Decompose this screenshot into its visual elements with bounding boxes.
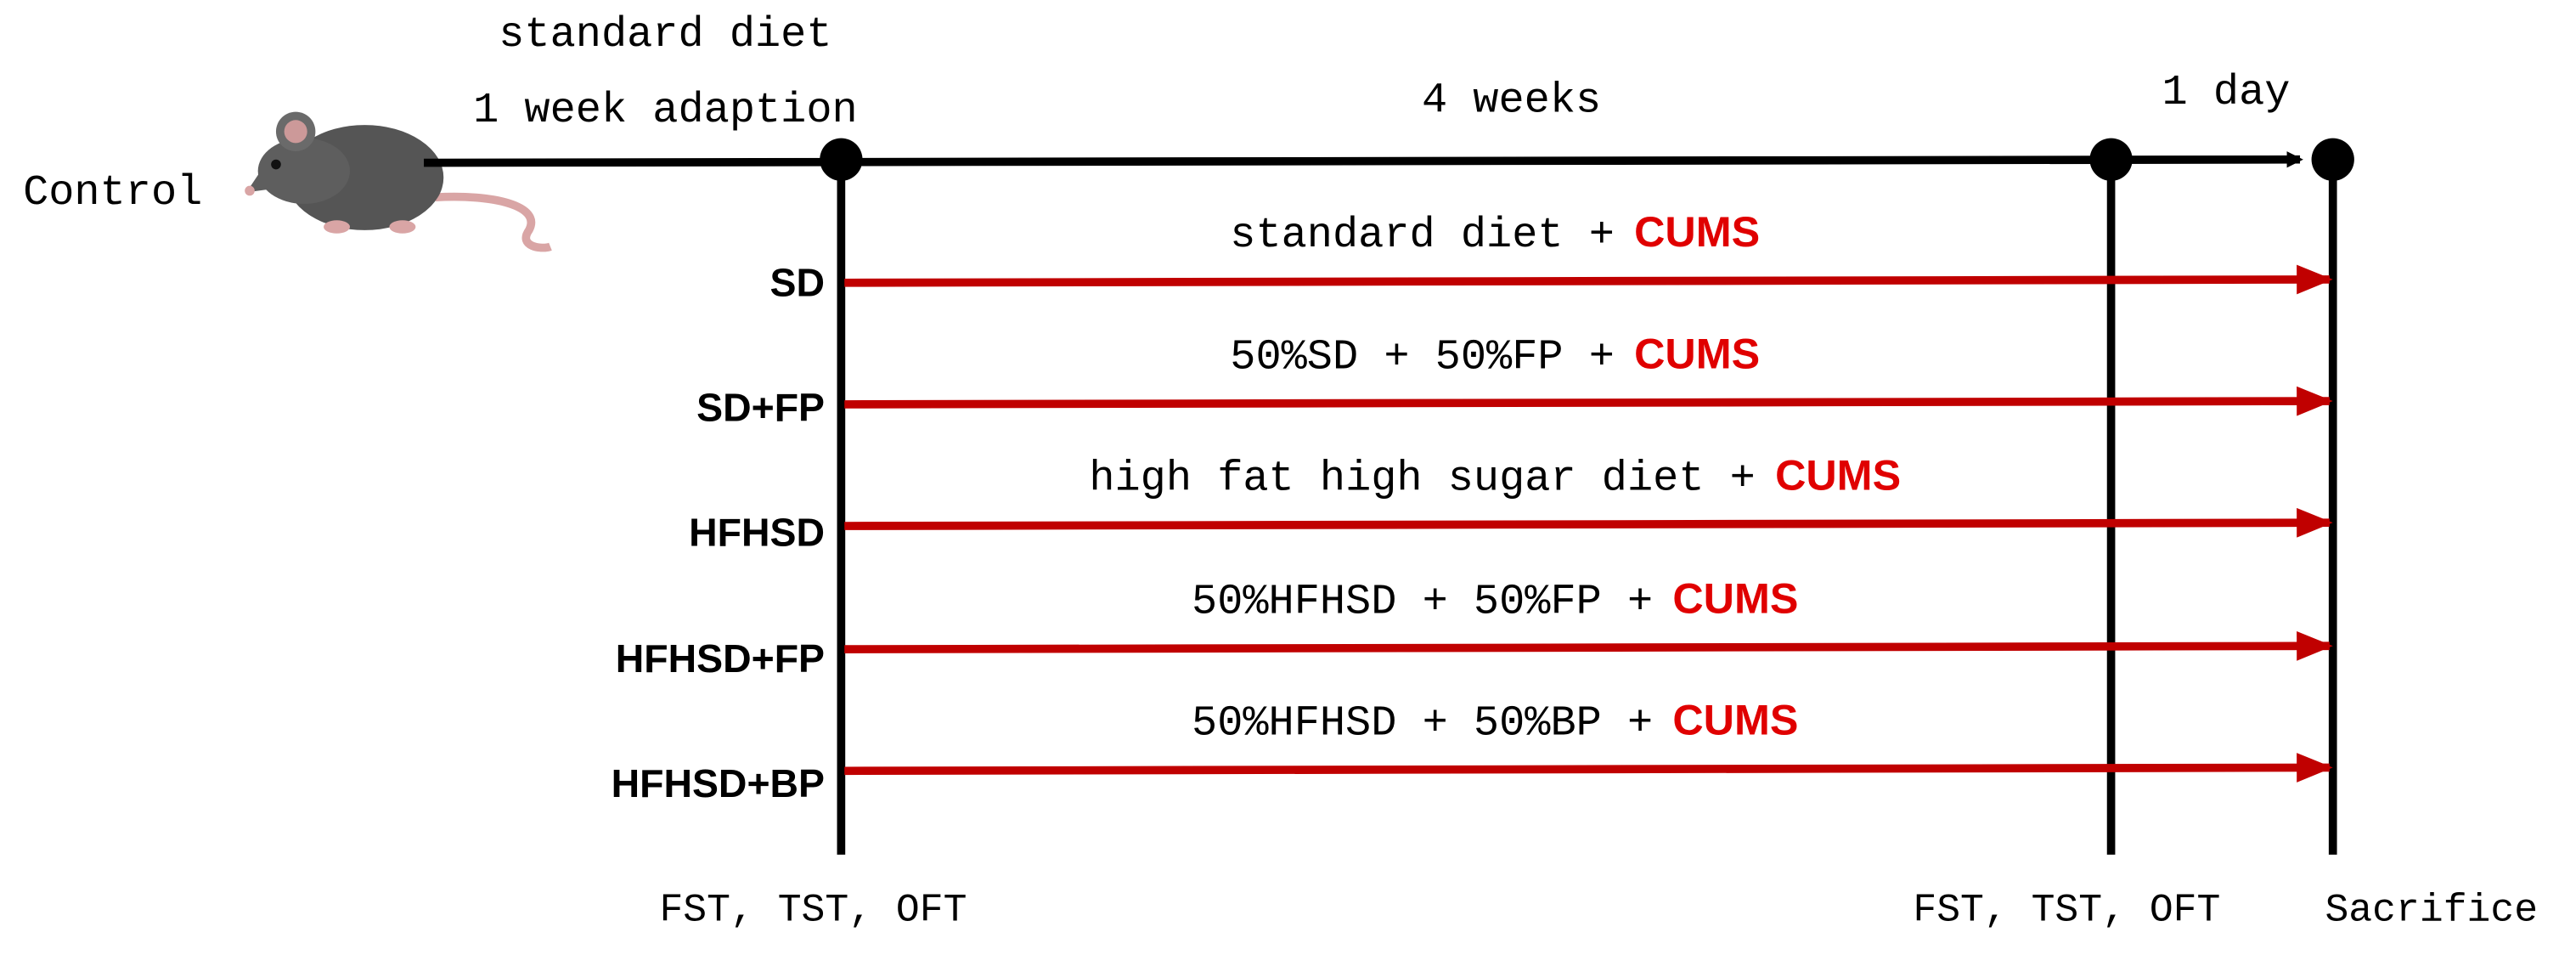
group-label: SD [770,260,825,304]
group-label: SD+FP [696,385,825,429]
treatment-arrow [844,264,2333,295]
timepoint-dot [2311,138,2354,181]
treatment-text: high fat high sugar diet + CUMS [1089,451,1901,504]
start-tests: FST, TST, OFT [659,887,967,932]
stress-text: CUMS [1672,696,1798,744]
final-period: 1 day [2162,69,2291,117]
end-tests: FST, TST, OFT [1913,887,2220,932]
treatment-text: 50%HFHSD + 50%FP + CUMS [1192,574,1798,627]
adaption-period: 1 week adaption [473,87,858,135]
timeline [424,151,2303,168]
stress-text: CUMS [1775,451,1901,500]
diet-text: 50%HFHSD + 50%BP + [1192,700,1653,749]
diet-text: 50%HFHSD + 50%FP + [1192,579,1653,627]
diet-text: high fat high sugar diet + [1089,455,1756,504]
group-label: HFHSD+FP [616,636,825,681]
mouse-icon [245,111,552,252]
stress-text: CUMS [1672,574,1798,623]
sacrifice-label: Sacrifice [2325,887,2538,932]
stress-text: CUMS [1634,329,1760,377]
group-label: HFHSD+BP [612,761,825,805]
treatment-period: 4 weeks [1422,77,1601,126]
treatment-text: 50%SD + 50%FP + CUMS [1230,329,1760,381]
group-label: HFHSD [689,510,825,554]
treatment-arrow [844,507,2333,538]
diet-text: 50%SD + 50%FP + [1230,333,1615,381]
treatment-arrow [844,630,2333,661]
diet-text: standard diet + [1230,212,1615,260]
adaption-diet: standard diet [499,11,831,59]
treatment-text: standard diet + CUMS [1230,207,1760,260]
stress-text: CUMS [1634,207,1760,256]
timepoint-dot [2089,138,2133,181]
timepoint-dot [820,138,863,181]
treatment-text: 50%HFHSD + 50%BP + CUMS [1192,696,1798,749]
treatment-arrow [844,386,2333,416]
control-label: Control [23,169,202,218]
treatment-arrow [844,753,2333,783]
